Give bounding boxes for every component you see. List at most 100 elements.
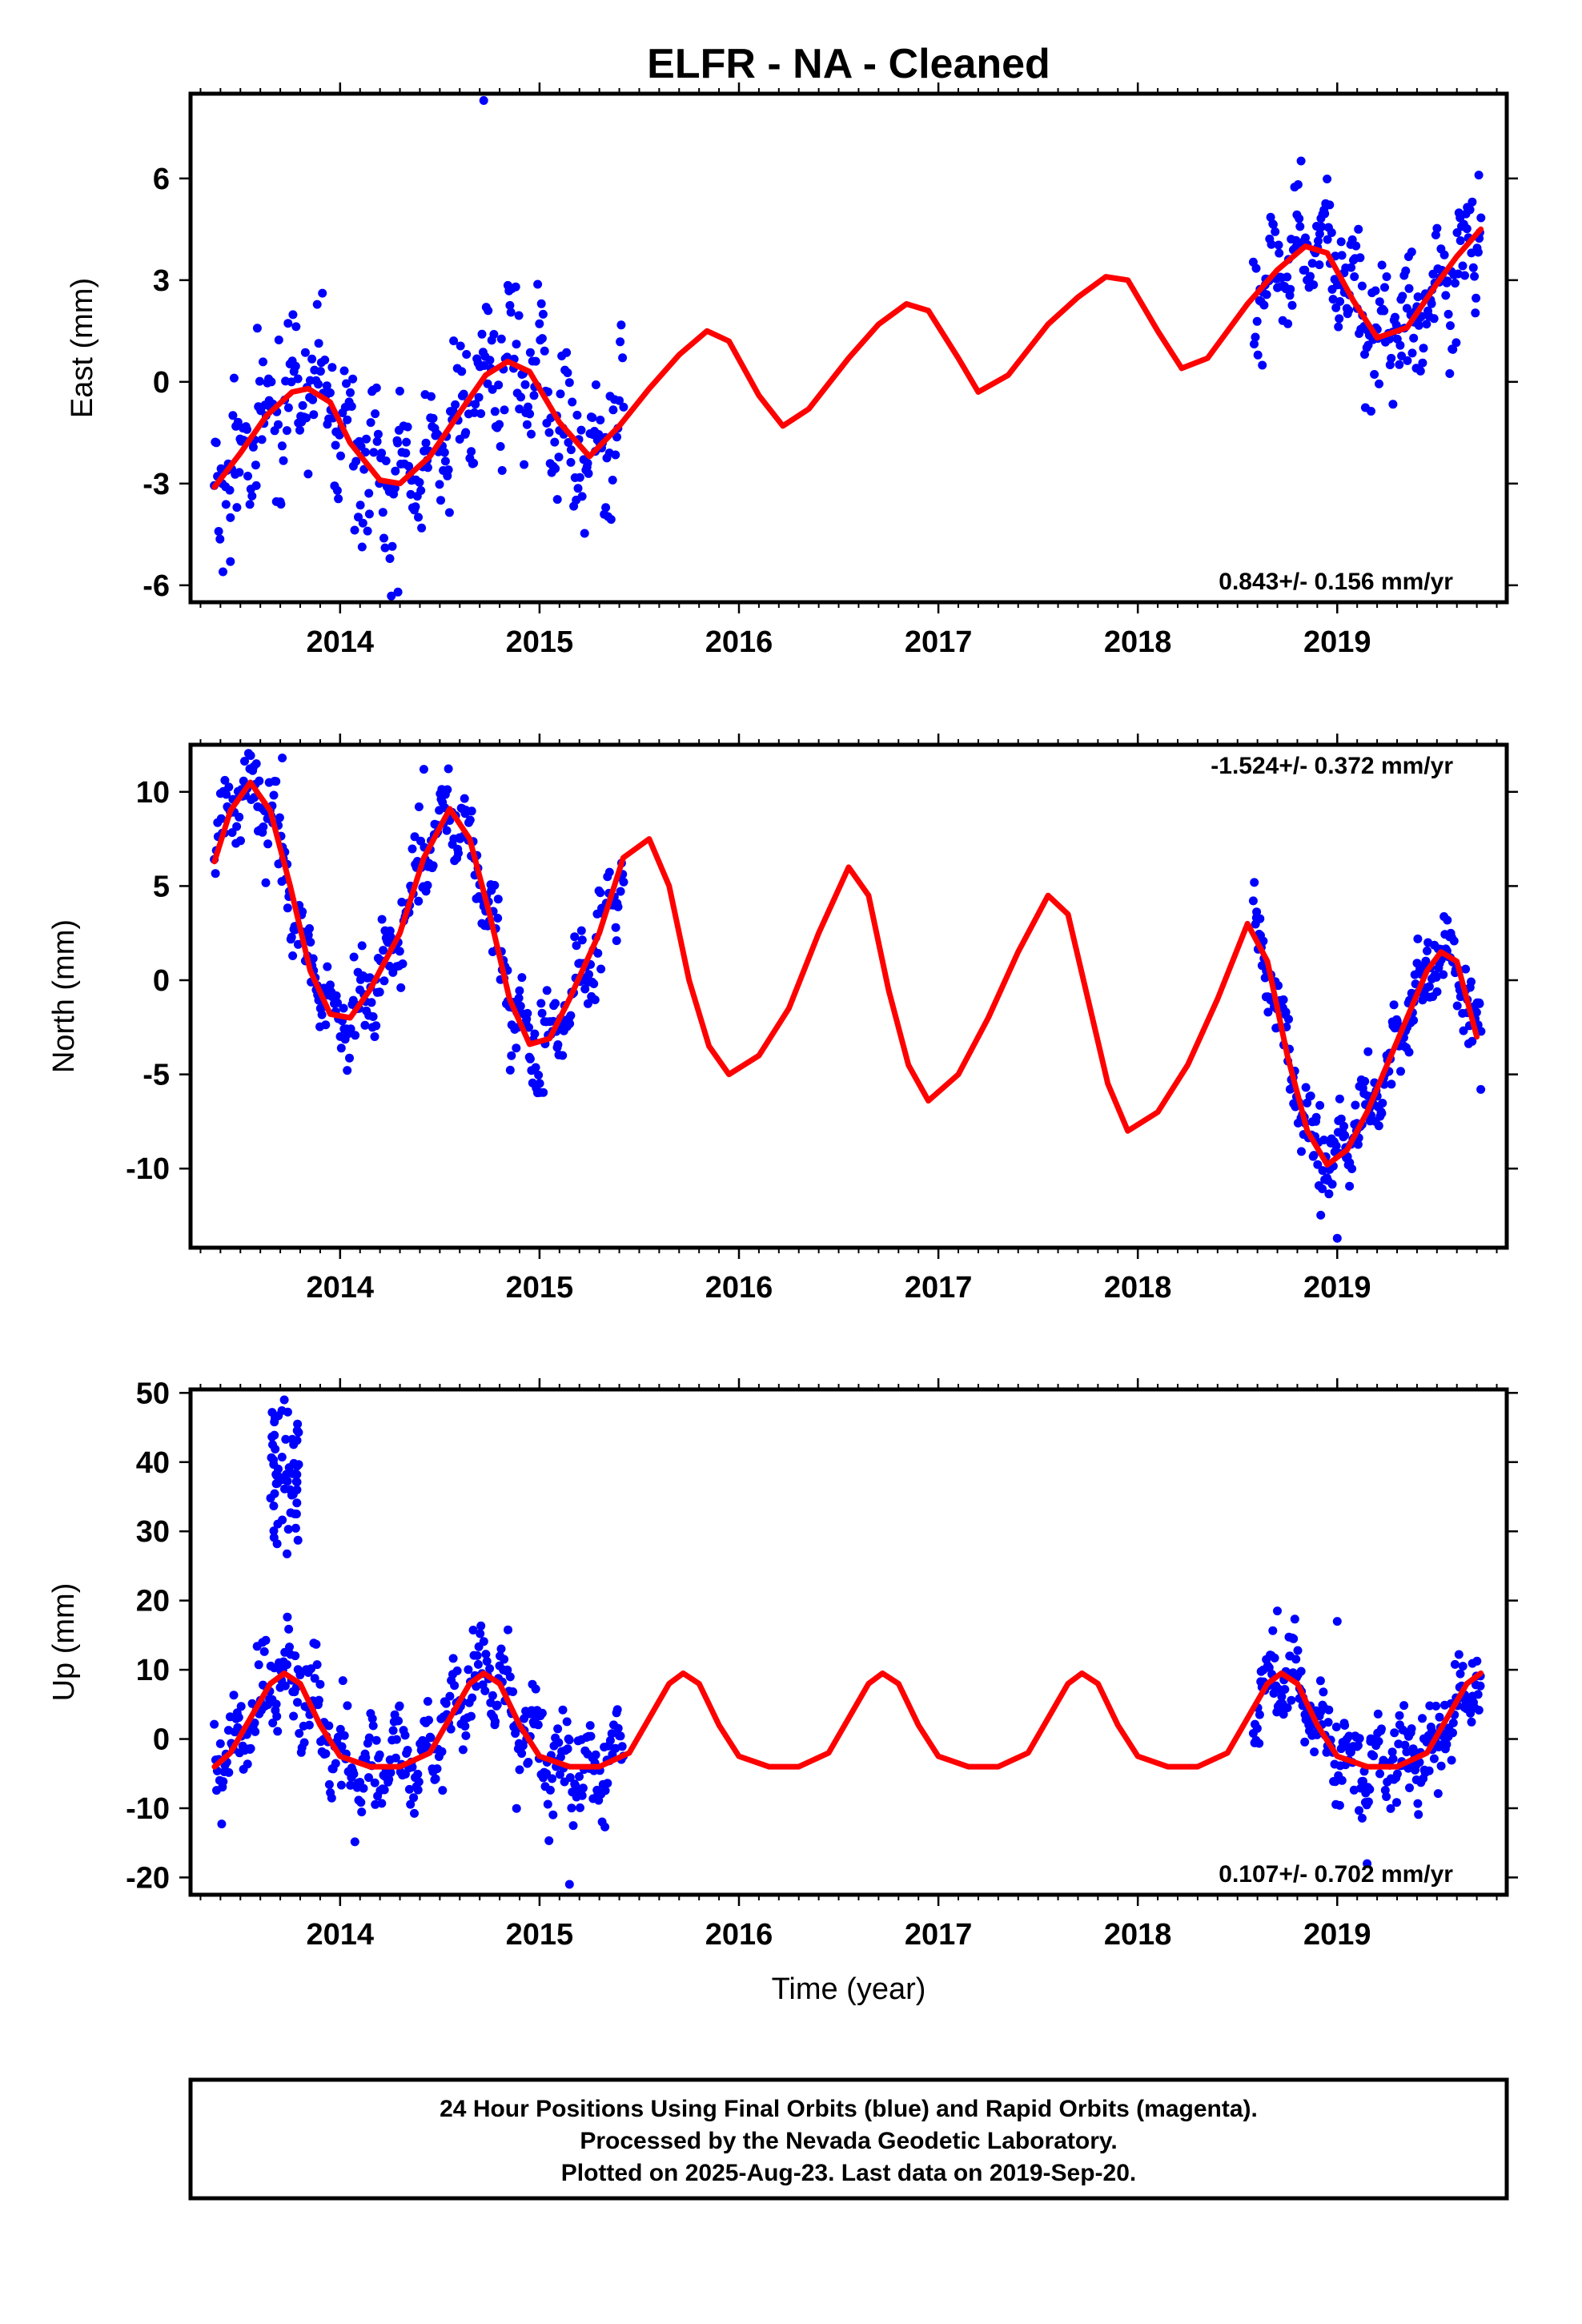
data-point bbox=[531, 356, 540, 366]
data-point bbox=[514, 993, 524, 1003]
data-point bbox=[220, 775, 230, 785]
data-point bbox=[539, 1088, 548, 1097]
data-point bbox=[224, 782, 234, 792]
data-point bbox=[565, 1773, 575, 1783]
data-point bbox=[348, 374, 358, 384]
data-point bbox=[1385, 360, 1395, 370]
data-point bbox=[1458, 1662, 1468, 1671]
data-point bbox=[1301, 233, 1310, 243]
data-point bbox=[1402, 304, 1411, 313]
data-point bbox=[1448, 1728, 1457, 1738]
data-point bbox=[261, 1635, 271, 1645]
data-point bbox=[339, 366, 349, 376]
data-point bbox=[576, 425, 586, 435]
data-point bbox=[219, 567, 227, 577]
data-point bbox=[1355, 253, 1365, 263]
data-point bbox=[273, 1727, 283, 1736]
data-point bbox=[381, 456, 391, 465]
data-point bbox=[324, 1779, 334, 1789]
data-point bbox=[263, 839, 273, 849]
data-point bbox=[1431, 972, 1441, 982]
data-point bbox=[1452, 1001, 1462, 1011]
data-point bbox=[469, 458, 479, 468]
data-point bbox=[390, 484, 400, 493]
data-point bbox=[568, 1821, 578, 1831]
data-point bbox=[1281, 1007, 1291, 1017]
data-point bbox=[596, 964, 606, 974]
data-point bbox=[311, 1639, 321, 1649]
data-point bbox=[1350, 272, 1359, 281]
data-point bbox=[1266, 212, 1275, 222]
data-point bbox=[302, 413, 311, 423]
data-point bbox=[308, 954, 318, 963]
data-point bbox=[1319, 1687, 1328, 1697]
data-point bbox=[1465, 205, 1475, 215]
x-tick-label: 2017 bbox=[905, 1271, 973, 1305]
data-point bbox=[386, 1768, 396, 1777]
data-point bbox=[576, 926, 586, 935]
y-tick-label: 50 bbox=[136, 1377, 170, 1410]
data-point bbox=[320, 356, 330, 364]
data-point bbox=[607, 1729, 616, 1739]
data-point bbox=[226, 557, 235, 566]
data-point bbox=[371, 383, 381, 392]
data-point bbox=[315, 367, 325, 376]
data-point bbox=[363, 526, 372, 536]
caption-box: 24 Hour Positions Using Final Orbits (bl… bbox=[188, 2077, 1509, 2201]
data-point bbox=[601, 503, 611, 513]
data-point bbox=[1375, 379, 1383, 388]
data-point bbox=[245, 500, 255, 509]
data-point bbox=[310, 1674, 319, 1683]
data-point bbox=[269, 790, 279, 800]
data-point bbox=[1314, 236, 1323, 246]
data-point bbox=[236, 836, 245, 846]
caption-line-3: Plotted on 2025-Aug-23. Last data on 201… bbox=[561, 2160, 1137, 2186]
data-point bbox=[1355, 1734, 1364, 1743]
data-point bbox=[489, 330, 499, 339]
data-point bbox=[321, 1020, 331, 1030]
data-point bbox=[517, 1749, 527, 1758]
data-point bbox=[254, 1660, 263, 1670]
data-point bbox=[1293, 1646, 1303, 1655]
data-point bbox=[551, 464, 560, 473]
data-point bbox=[1404, 283, 1414, 293]
data-point bbox=[496, 442, 505, 451]
velocity-rate-label: -1.524+/- 0.372 mm/yr bbox=[1211, 753, 1453, 779]
data-point bbox=[476, 1629, 485, 1638]
data-point bbox=[530, 1029, 540, 1039]
data-point bbox=[259, 357, 267, 367]
data-point bbox=[585, 1721, 595, 1731]
data-point bbox=[350, 525, 359, 535]
data-point bbox=[219, 1777, 228, 1787]
data-point bbox=[216, 814, 226, 823]
data-point bbox=[286, 1508, 295, 1518]
data-point bbox=[1369, 1751, 1379, 1761]
data-point bbox=[259, 822, 268, 831]
data-point bbox=[267, 377, 276, 387]
data-point bbox=[1283, 319, 1293, 328]
data-point bbox=[227, 828, 237, 838]
data-point bbox=[1336, 1114, 1346, 1124]
data-point bbox=[1273, 1606, 1282, 1616]
data-point bbox=[1323, 1718, 1333, 1727]
data-point bbox=[1467, 1717, 1476, 1727]
data-point bbox=[387, 541, 397, 551]
data-point bbox=[507, 1051, 516, 1060]
data-point bbox=[1255, 1739, 1264, 1748]
x-tick-label: 2018 bbox=[1104, 1918, 1172, 1952]
data-point bbox=[343, 1066, 352, 1076]
data-point bbox=[1307, 259, 1317, 268]
data-point bbox=[1259, 936, 1268, 946]
data-point bbox=[1418, 358, 1427, 368]
data-point bbox=[1468, 263, 1478, 272]
data-point bbox=[512, 1803, 521, 1813]
data-point bbox=[1251, 263, 1261, 273]
data-point bbox=[327, 1793, 336, 1803]
data-point bbox=[524, 1023, 533, 1032]
data-point bbox=[1335, 297, 1345, 306]
data-point bbox=[423, 463, 432, 472]
data-point bbox=[591, 1750, 600, 1759]
data-point bbox=[1370, 370, 1379, 379]
data-point bbox=[1284, 1015, 1293, 1024]
data-point bbox=[1324, 1705, 1334, 1715]
